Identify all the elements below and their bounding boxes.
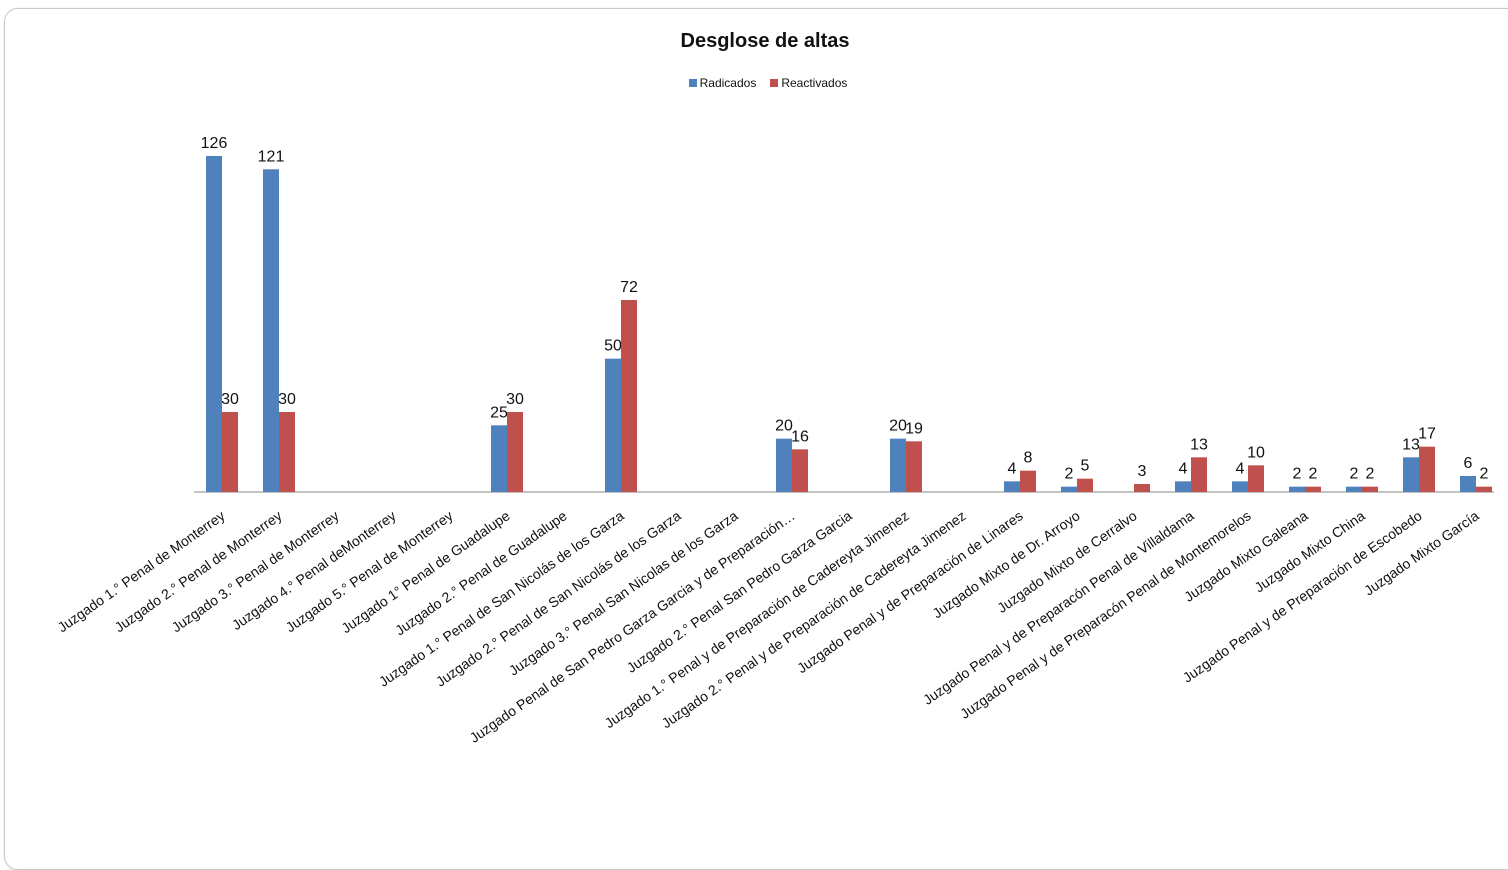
data-label-radicados-19: 2 xyxy=(1293,466,1302,483)
bar-reactivados-7 xyxy=(621,299,637,492)
bar-radicados-18 xyxy=(1232,481,1248,492)
bar-reactivados-19 xyxy=(1305,486,1321,492)
bar-reactivados-1 xyxy=(279,411,295,492)
bar-radicados-5 xyxy=(491,425,507,492)
legend-label-radicados: Radicados xyxy=(699,76,757,90)
bar-radicados-1 xyxy=(263,169,279,492)
legend-label-reactivados: Reactivados xyxy=(781,76,848,90)
data-label-reactivados-7: 72 xyxy=(620,279,638,296)
bar-radicados-17 xyxy=(1175,481,1191,492)
data-label-radicados-17: 4 xyxy=(1179,460,1188,477)
bar-reactivados-15 xyxy=(1077,478,1093,492)
data-label-reactivados-0: 30 xyxy=(221,391,239,408)
data-label-radicados-22: 6 xyxy=(1464,455,1473,472)
data-label-reactivados-5: 30 xyxy=(506,391,524,408)
bar-radicados-22 xyxy=(1460,475,1476,492)
bar-reactivados-20 xyxy=(1362,486,1378,492)
data-label-reactivados-10: 16 xyxy=(791,428,809,445)
data-label-reactivados-12: 19 xyxy=(905,420,923,437)
bar-radicados-0 xyxy=(206,155,222,492)
data-label-reactivados-18: 10 xyxy=(1247,444,1265,461)
chart-legend: Radicados Reactivados xyxy=(0,76,1508,90)
data-label-radicados-1: 121 xyxy=(258,148,285,165)
data-label-reactivados-22: 2 xyxy=(1480,466,1489,483)
chart-frame xyxy=(4,8,1508,870)
bar-reactivados-16 xyxy=(1134,483,1150,492)
data-label-reactivados-14: 8 xyxy=(1024,450,1033,467)
data-label-radicados-21: 13 xyxy=(1402,436,1420,453)
bar-reactivados-14 xyxy=(1020,470,1036,492)
data-label-reactivados-16: 3 xyxy=(1138,463,1147,480)
legend-swatch-radicados xyxy=(688,79,697,87)
data-label-reactivados-17: 13 xyxy=(1190,436,1208,453)
bar-radicados-7 xyxy=(605,358,621,492)
data-label-radicados-0: 126 xyxy=(201,135,228,152)
legend-item-reactivados: Reactivados xyxy=(770,76,847,90)
data-label-reactivados-19: 2 xyxy=(1309,466,1318,483)
data-label-radicados-12: 20 xyxy=(889,418,907,435)
data-label-reactivados-21: 17 xyxy=(1418,426,1436,443)
bar-reactivados-5 xyxy=(507,411,523,492)
bar-reactivados-21 xyxy=(1419,446,1435,492)
legend-item-radicados: Radicados xyxy=(688,76,757,90)
data-label-radicados-14: 4 xyxy=(1008,460,1017,477)
bar-radicados-10 xyxy=(776,438,792,492)
bar-radicados-21 xyxy=(1403,457,1419,492)
data-label-reactivados-15: 5 xyxy=(1081,458,1090,475)
bar-reactivados-12 xyxy=(906,441,922,492)
bar-reactivados-10 xyxy=(792,449,808,492)
data-label-radicados-7: 50 xyxy=(604,338,622,355)
bar-reactivados-18 xyxy=(1248,465,1264,492)
bar-reactivados-22 xyxy=(1476,486,1492,492)
legend-swatch-reactivados xyxy=(770,79,779,87)
chart-title: Desglose de altas xyxy=(680,30,850,52)
data-label-radicados-15: 2 xyxy=(1065,466,1074,483)
data-label-radicados-20: 2 xyxy=(1350,466,1359,483)
data-label-radicados-18: 4 xyxy=(1236,460,1245,477)
bar-radicados-12 xyxy=(890,438,906,492)
bar-radicados-15 xyxy=(1061,486,1077,492)
bar-reactivados-17 xyxy=(1191,457,1207,492)
bar-reactivados-0 xyxy=(222,411,238,492)
bar-radicados-20 xyxy=(1346,486,1362,492)
data-label-radicados-10: 20 xyxy=(775,418,793,435)
data-label-radicados-5: 25 xyxy=(490,404,508,421)
bar-radicados-19 xyxy=(1289,486,1305,492)
bar-radicados-14 xyxy=(1004,481,1020,492)
data-label-reactivados-1: 30 xyxy=(278,391,296,408)
data-label-reactivados-20: 2 xyxy=(1366,466,1375,483)
